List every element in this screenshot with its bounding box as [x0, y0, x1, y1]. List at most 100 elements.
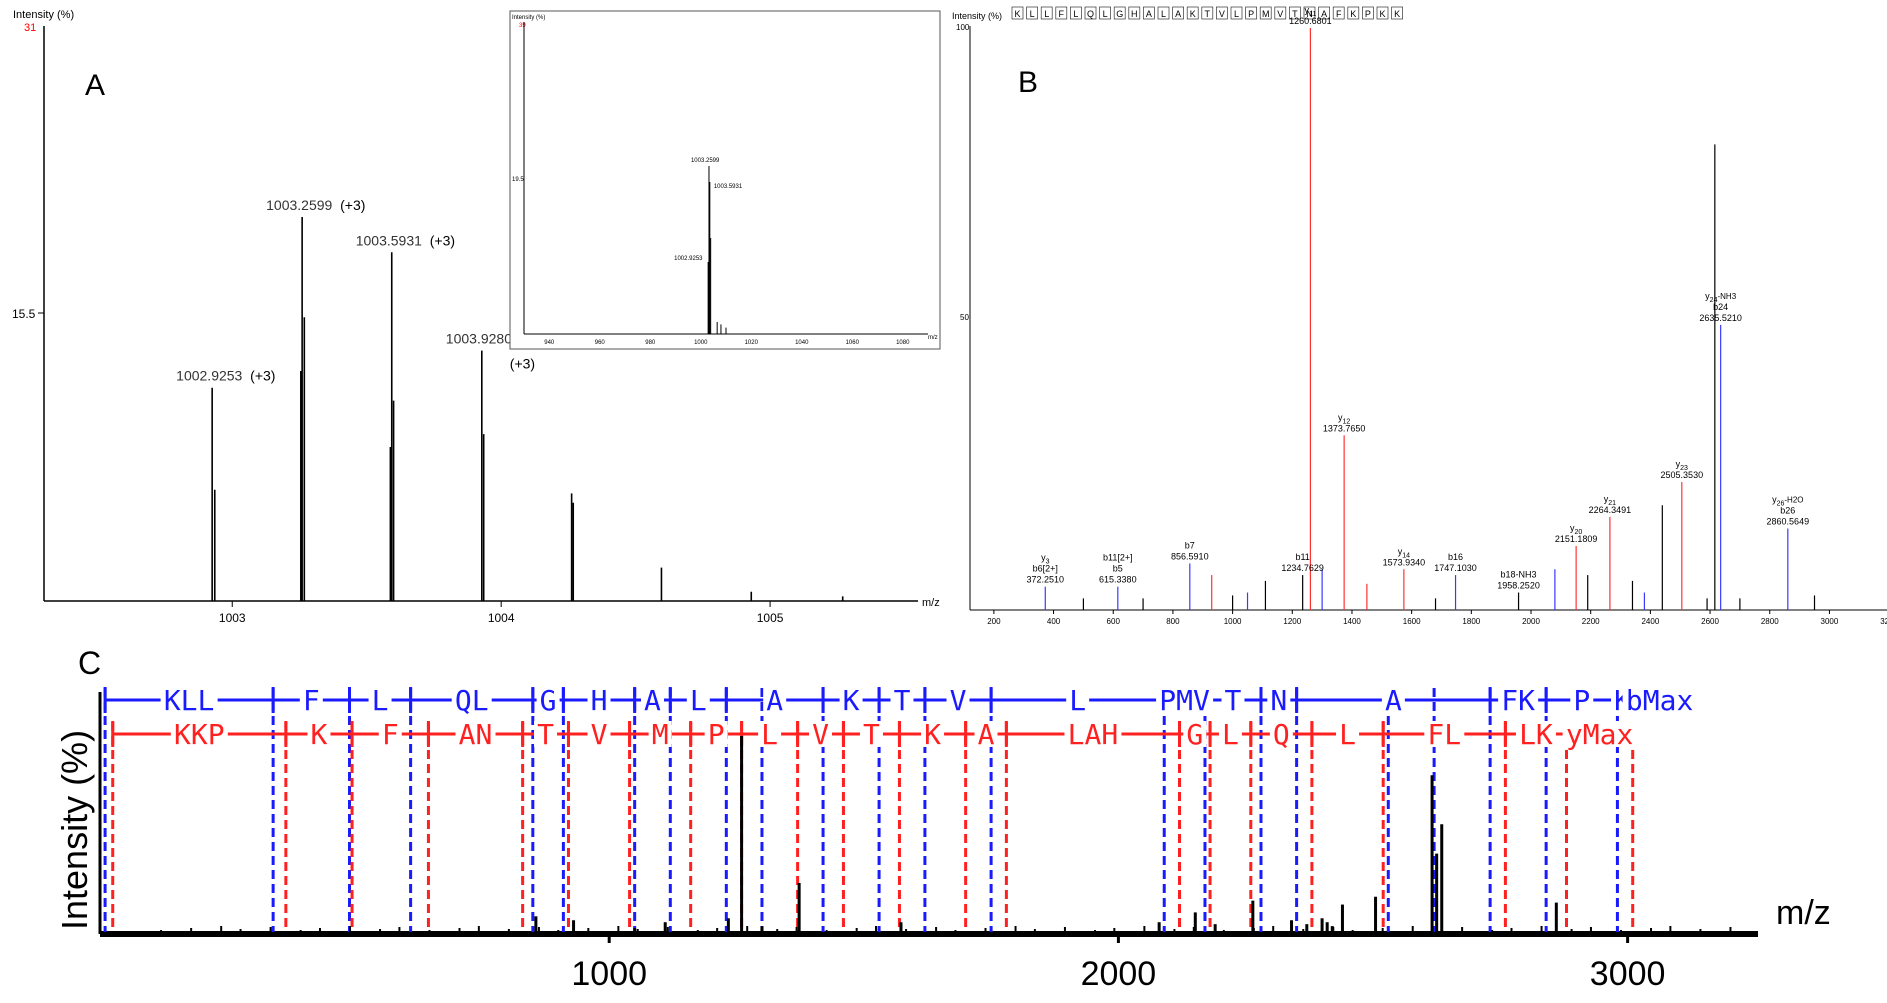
panel-c-y-label-bg — [587, 721, 611, 747]
sequence-residue: K — [1190, 9, 1196, 19]
panel-a-ytick-mid: 15.5 — [12, 307, 36, 321]
panel-c-y-label-bg — [974, 721, 998, 747]
panel-c-peaks — [160, 736, 1732, 932]
panel-b-xtick-label: 1800 — [1462, 617, 1480, 626]
panel-c-y-label-bg — [1064, 721, 1122, 747]
panel-c-b-label-bg — [640, 687, 664, 713]
panel-b-ion-label: b16 — [1448, 552, 1463, 562]
sequence-residue-box — [1230, 6, 1243, 20]
panel-b-ion-mz: 2860.5649 — [1767, 517, 1810, 527]
panel-b-ion-index: 3 — [1046, 559, 1050, 566]
panel-c-b-label-bg — [451, 687, 492, 713]
panel-c-y-label: V — [591, 718, 608, 751]
sequence-residue: L — [1103, 9, 1108, 19]
panel-b-ytick-top: 100 — [956, 23, 970, 32]
panel-c-y-label: LAH — [1068, 718, 1119, 751]
panel-b-ion-label: y20 — [1570, 523, 1582, 536]
panel-b-ion-extra: b5 — [1113, 564, 1123, 574]
panel-c-b-label-bg — [368, 687, 392, 713]
panel-b-ion-mz: 2635.5210 — [1699, 313, 1742, 323]
sequence-residue-box — [1186, 6, 1199, 20]
sequence-residue: L — [1044, 9, 1049, 19]
panel-c-b-label-bg — [1156, 687, 1214, 713]
panel-b-ion-mz: 1234.7629 — [1281, 563, 1324, 573]
sequence-residue: K — [1014, 9, 1020, 19]
panel-b-ion-extra: b6[2+] — [1033, 564, 1058, 574]
panel-c-y-label: KKP — [174, 718, 225, 751]
panel-b-ion-index: 23 — [1680, 465, 1688, 472]
panel-c-y-label-bg — [1218, 721, 1242, 747]
panel-c-y-label-bg — [704, 721, 728, 747]
sequence-residue-box — [1362, 6, 1374, 20]
inset-xticks: 940 960 980 1000 1020 1040 1060 1080 — [544, 340, 910, 346]
panel-b-ion-name: y — [1398, 546, 1403, 556]
panel-a-peak-mz: 1003.9280 — [446, 331, 512, 347]
panel-b-annotations: y111260.6801y121373.7650y3b6[2+]372.2510… — [1027, 5, 1810, 591]
panel-c-y-label: F — [382, 718, 399, 751]
panel-b-ion-label: y26-H2O — [1772, 495, 1803, 508]
sequence-residue: T — [1292, 9, 1298, 19]
panel-c-b-label: bMax — [1626, 684, 1693, 717]
panel-c-y-label-bg — [648, 721, 672, 747]
panel-c-y-label-bg — [455, 721, 496, 747]
panel-c-y-label: A — [978, 718, 995, 751]
panel-c-y-label: L — [1339, 718, 1356, 751]
sequence-residue-box — [1201, 6, 1214, 20]
panel-c-b-label-bg — [763, 687, 787, 713]
panel-c-y-label: FL — [1427, 718, 1461, 751]
sequence-residue-box — [1026, 6, 1038, 20]
sequence-residue-box — [1084, 6, 1097, 20]
panel-b-ion-label: y14 — [1398, 546, 1410, 559]
sequence-residue-box — [1274, 6, 1287, 20]
panel-c-b-label: H — [591, 684, 608, 717]
sequence-residue: L — [1073, 9, 1078, 19]
sequence-residue: A — [1146, 9, 1152, 19]
sequence-residue-box — [1391, 6, 1403, 20]
sequence-residue-box — [1259, 6, 1272, 20]
sequence-residue-box — [1070, 6, 1082, 20]
panel-c-ion-ladders: KLLFLQLGHALAKTVLPMVTNAFKPKKbMaxKKPKFANTV… — [103, 684, 1697, 751]
panel-c-b-label-bg — [1267, 687, 1291, 713]
panel-a: Intensity (%) 31 15.5 A m/z 1003 1004 1005… — [12, 9, 940, 625]
panel-c-y-label: L — [761, 718, 778, 751]
sequence-residue: K — [1350, 9, 1356, 19]
panel-b-ion-label: y24-NH3 — [1705, 291, 1737, 304]
panel-b-xtick-label: 2600 — [1701, 617, 1719, 626]
panel-b-ion-name: y — [1338, 412, 1343, 422]
panel-c-xticks: 1000 2000 3000 — [571, 934, 1665, 993]
sequence-residue: V — [1219, 9, 1225, 19]
panel-a-peak-mz: 1002.9253 — [176, 368, 242, 384]
panel-c-y-label-bg — [1336, 721, 1360, 747]
panel-c-b-label: PMV — [1159, 684, 1210, 717]
panel-b-ion-mz: 2505.3530 — [1661, 470, 1704, 480]
panel-b-xtick-label: 200 — [987, 617, 1001, 626]
panel-b-ion-label: y21 — [1604, 494, 1616, 507]
panel-c-b-label: G — [540, 684, 557, 717]
panel-c-y-label: LK — [1519, 718, 1553, 751]
panel-b-ylabel: Intensity (%) — [952, 11, 1002, 21]
panel-b-ion-mz: 856.5910 — [1171, 551, 1209, 561]
sequence-residue: K — [1394, 9, 1400, 19]
inset-peak-mz: 1003.2599 — [691, 158, 720, 164]
panel-b-label: B — [1018, 66, 1038, 99]
panel-c-y-label-bg — [1183, 721, 1207, 747]
panel-c-xtick-label: 3000 — [1590, 955, 1666, 993]
panel-b-ion-index: 24 — [1710, 297, 1718, 304]
panel-b-ion-extra: b26 — [1780, 506, 1795, 516]
panel-a-peak-charge: (+3) — [250, 368, 275, 384]
panel-c-b-label: L — [1069, 684, 1086, 717]
panel-b-peaks — [1044, 28, 1816, 610]
sequence-residue: F — [1059, 9, 1065, 19]
sequence-residue-box — [1099, 6, 1111, 20]
panel-c-b-label-bg — [587, 687, 611, 713]
panel-c-label: C — [78, 645, 101, 681]
sequence-residue-box — [1303, 6, 1316, 20]
panel-c-y-label: L — [1222, 718, 1239, 751]
panel-c-b-label-bg — [1498, 687, 1539, 713]
panel-c-b-label-bg — [299, 687, 323, 713]
panel-b-ion-name: b11[2+] — [1103, 553, 1133, 563]
sequence-residue: K — [1379, 9, 1385, 19]
panel-c-xlabel: m/z — [1776, 894, 1831, 932]
inset-xtick-label: 1000 — [694, 340, 708, 346]
sequence-residue: G — [1116, 9, 1123, 19]
